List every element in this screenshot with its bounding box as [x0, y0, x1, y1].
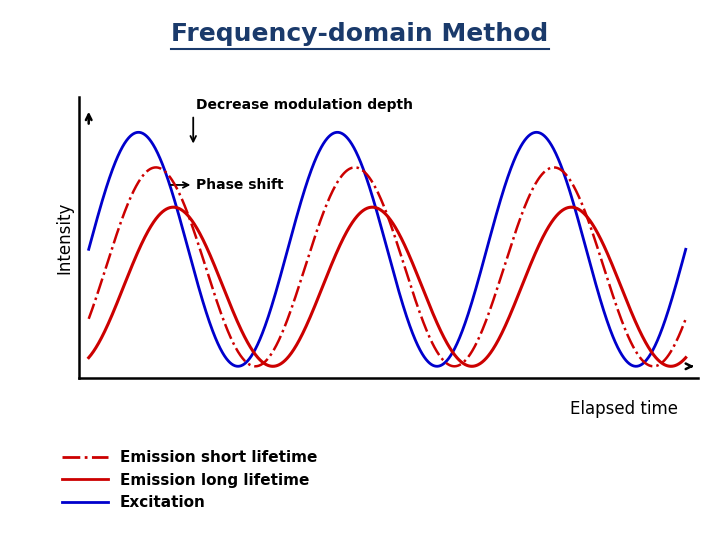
Legend: Emission short lifetime, Emission long lifetime, Excitation: Emission short lifetime, Emission long l… [56, 444, 323, 516]
Text: Decrease modulation depth: Decrease modulation depth [196, 98, 413, 112]
Text: Phase shift: Phase shift [196, 178, 284, 192]
X-axis label: Elapsed time: Elapsed time [570, 401, 678, 418]
Text: Frequency-domain Method: Frequency-domain Method [171, 22, 549, 45]
Y-axis label: Intensity: Intensity [55, 201, 73, 274]
